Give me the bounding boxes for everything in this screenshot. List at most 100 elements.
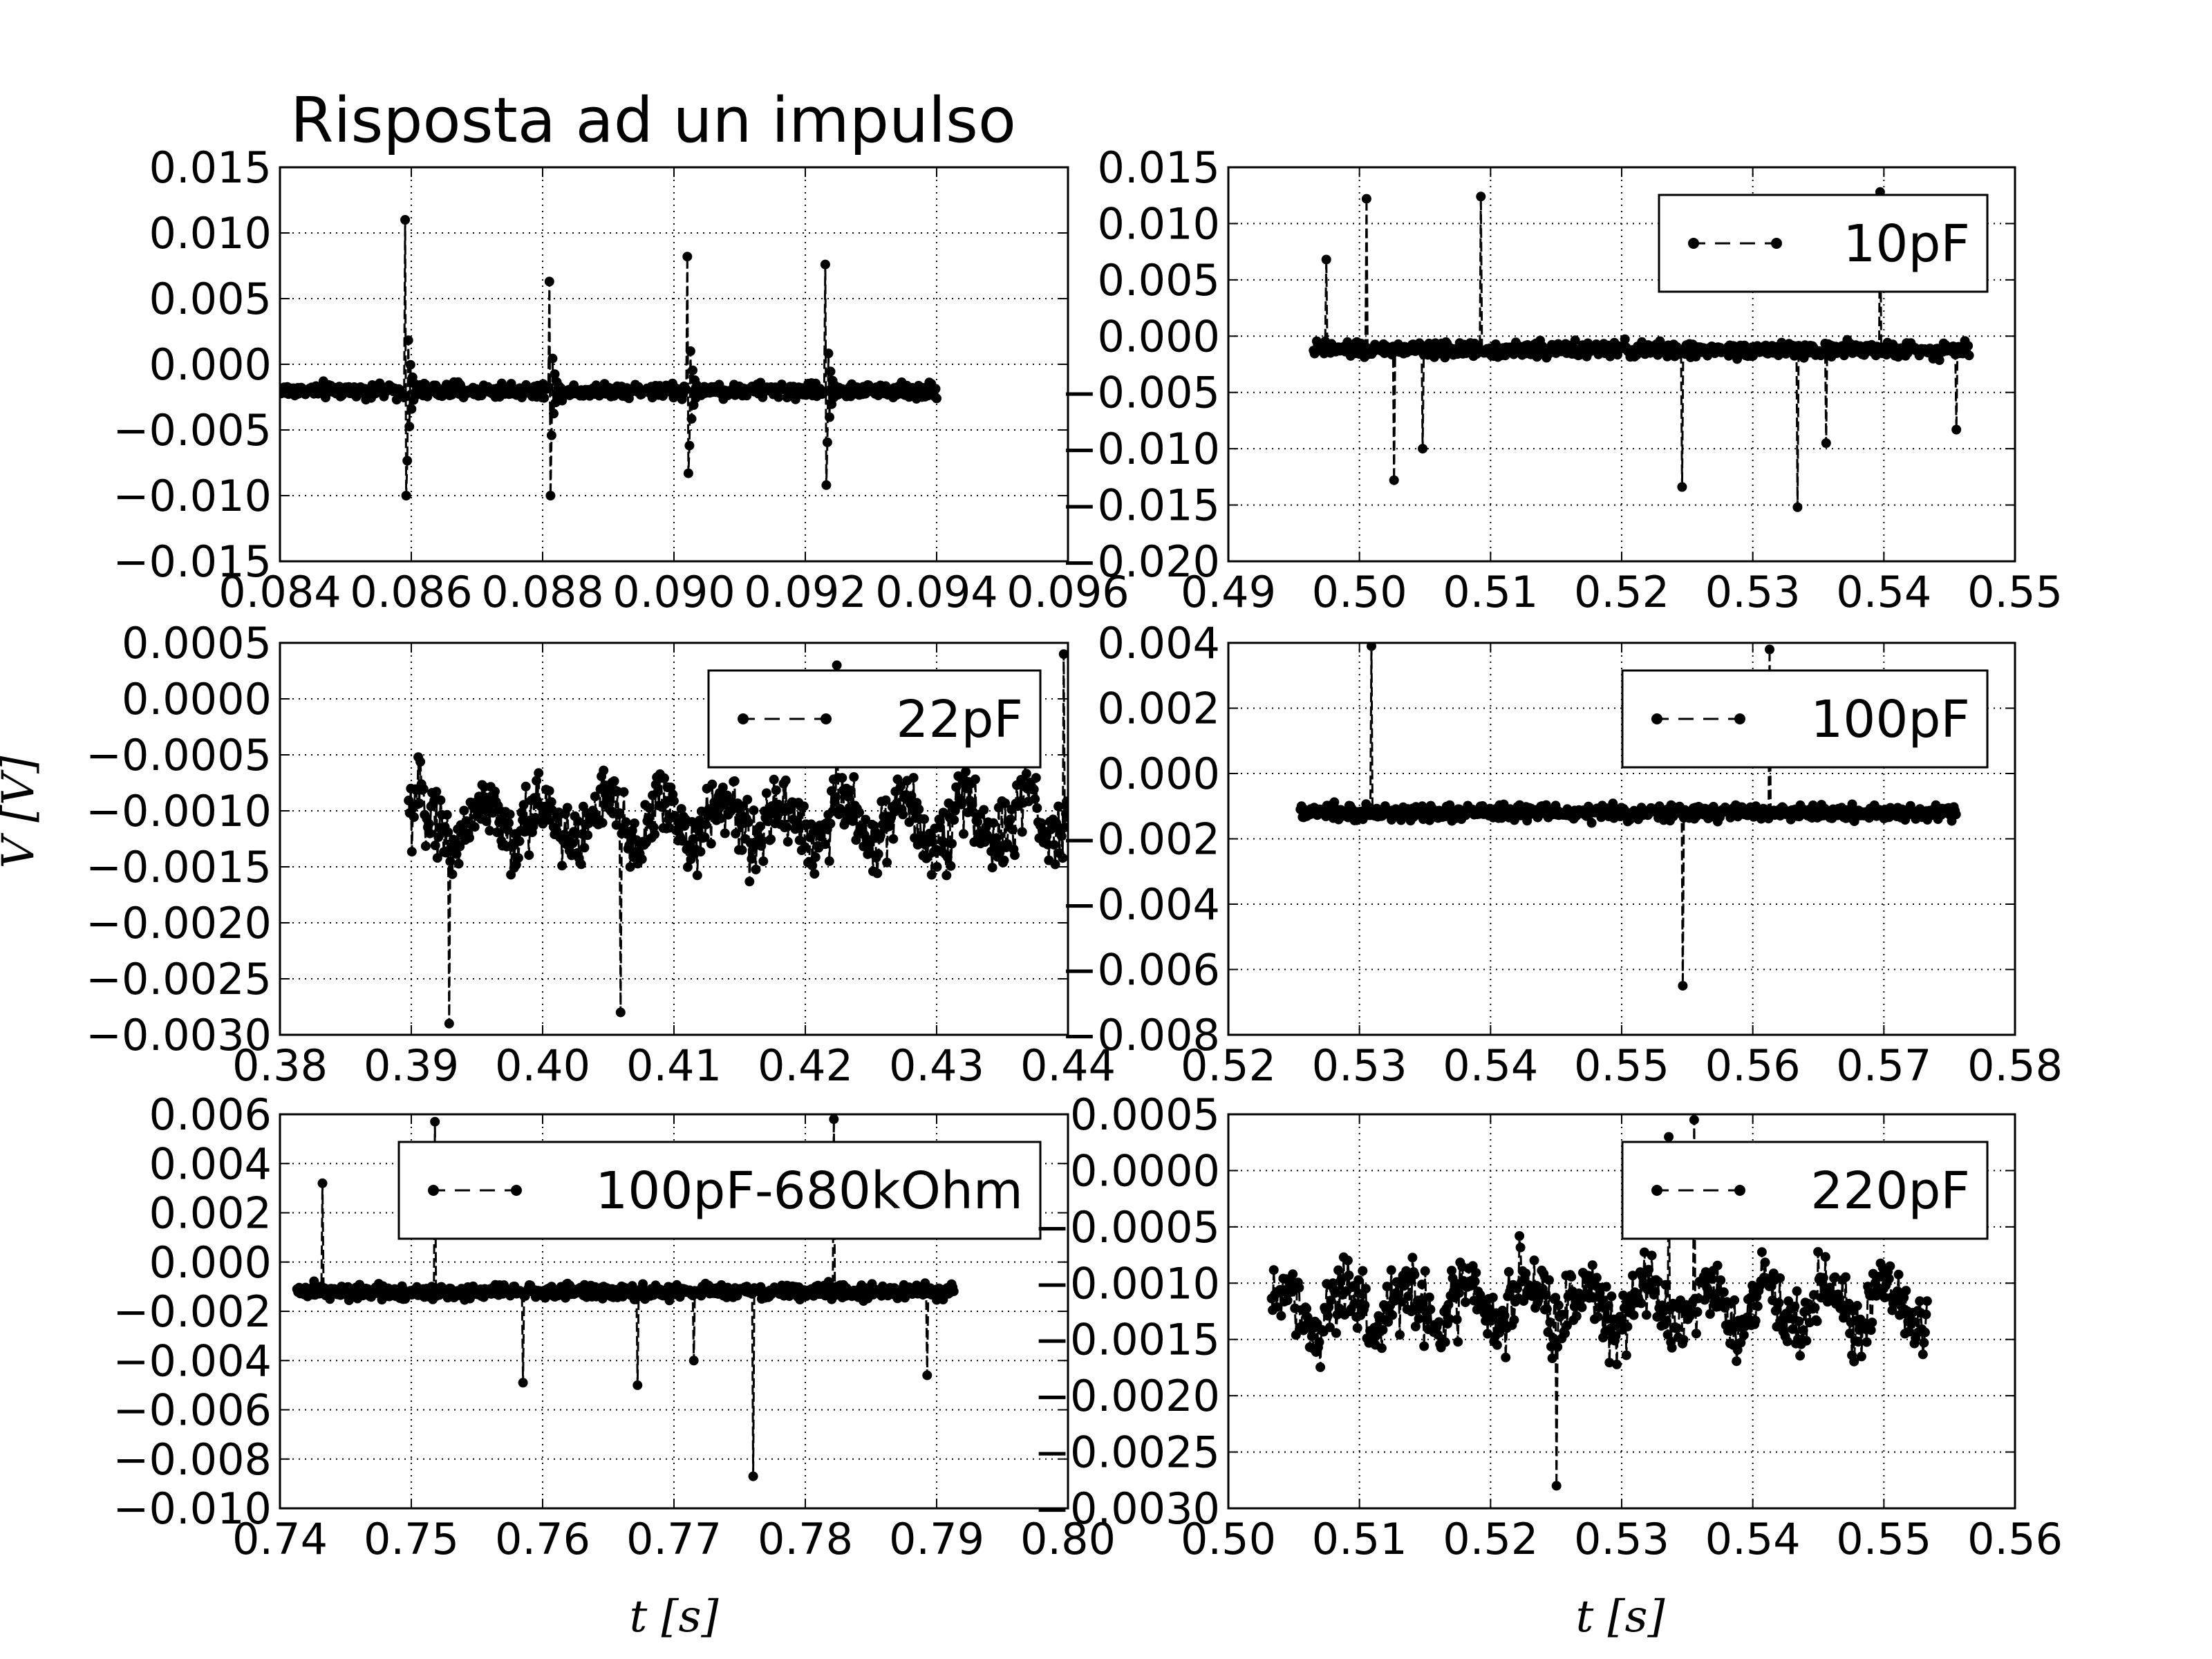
data-point: [1342, 1255, 1353, 1266]
data-point: [922, 852, 932, 863]
data-point: [744, 877, 755, 887]
data-point: [549, 409, 559, 419]
axes-frame: [1227, 1113, 2016, 1510]
data-point: [1002, 838, 1013, 849]
data-point: [1521, 1268, 1531, 1279]
data-point: [1577, 1302, 1587, 1313]
data-point: [748, 1471, 758, 1481]
data-point: [825, 366, 836, 377]
data-point: [1360, 1284, 1371, 1294]
data-point: [1029, 784, 1039, 794]
data-point: [819, 387, 830, 397]
data-point: [1689, 1115, 1699, 1125]
y-tick-label: −0.004: [1062, 879, 1220, 930]
data-point: [729, 776, 740, 786]
data-point: [513, 853, 523, 863]
data-point: [1553, 1342, 1563, 1352]
data-point: [1058, 853, 1068, 863]
data-point: [1017, 827, 1027, 837]
x-tick-label: 0.094: [875, 567, 998, 617]
data-point: [599, 765, 609, 776]
data-point: [1007, 825, 1018, 835]
data-point: [1005, 814, 1015, 825]
data-point: [1545, 1317, 1555, 1327]
data-point: [1622, 1322, 1633, 1332]
data-point: [686, 413, 697, 424]
data-point: [506, 379, 516, 389]
data-point: [1326, 1295, 1336, 1306]
data-point: [1440, 1337, 1450, 1347]
data-point: [1660, 1280, 1671, 1290]
y-tick-label: −0.002: [113, 1286, 272, 1337]
data-point: [947, 838, 957, 849]
data-point: [1550, 1293, 1561, 1303]
data-point: [1738, 1330, 1749, 1340]
data-point: [409, 812, 419, 822]
data-point: [1420, 1266, 1430, 1276]
data-point: [1700, 1295, 1710, 1305]
data-point: [632, 1380, 643, 1390]
legend: 100pF-680kOhm: [397, 1141, 1042, 1240]
data-point: [1662, 1329, 1673, 1340]
data-point: [836, 806, 846, 816]
data-point: [637, 854, 647, 864]
data-point: [747, 845, 758, 855]
data-point: [453, 859, 464, 869]
data-point: [481, 816, 491, 827]
data-point: [1050, 859, 1060, 870]
data-point: [615, 808, 625, 818]
axes-frame: [279, 1113, 1069, 1510]
data-point: [1344, 1271, 1354, 1280]
data-point: [1010, 850, 1020, 861]
data-point: [1361, 194, 1371, 204]
data-point: [627, 825, 637, 836]
data-point: [695, 847, 706, 857]
data-point: [919, 814, 929, 824]
data-point: [701, 819, 711, 830]
data-point: [988, 818, 999, 828]
data-point: [823, 1277, 834, 1287]
data-point: [1349, 1299, 1360, 1309]
data-point: [546, 430, 556, 440]
axes-frame: [279, 166, 1069, 563]
data-point: [1063, 812, 1068, 823]
data-point: [1845, 1329, 1855, 1338]
data-point: [1692, 1307, 1703, 1317]
y-tick-label: 0.010: [1098, 198, 1221, 249]
data-point: [1782, 1336, 1792, 1347]
y-tick-label: 0.000: [1098, 311, 1221, 362]
data-point: [1499, 1311, 1510, 1321]
data-point: [1783, 1296, 1794, 1306]
legend-marker: [428, 1185, 439, 1196]
data-point: [629, 818, 639, 828]
data-point: [872, 868, 883, 879]
data-point: [1418, 1298, 1428, 1309]
data-point: [949, 815, 959, 825]
data-point: [934, 814, 944, 825]
panel-3: 0.38 0.39 0.40 0.41 0.42 0.43 0.44 −0.0030 −0.00…: [86, 618, 1116, 1091]
data-point: [1557, 1309, 1568, 1320]
data-point: [1483, 1329, 1493, 1339]
data-point: [1918, 1349, 1928, 1360]
data-point: [1418, 444, 1428, 454]
data-point: [1862, 1337, 1872, 1347]
data-point: [568, 838, 578, 848]
y-tick-label: 0.010: [149, 208, 272, 259]
data-point: [1509, 1315, 1519, 1325]
data-point: [615, 1007, 626, 1018]
x-tick-label: 0.57: [1836, 1040, 1931, 1091]
data-point: [547, 353, 558, 364]
data-point: [810, 852, 821, 863]
x-tick-label: 0.38: [232, 1040, 328, 1091]
data-point: [518, 800, 529, 810]
data-point: [435, 795, 446, 805]
data-point: [1488, 1293, 1498, 1302]
data-point: [1915, 1296, 1925, 1306]
data-point: [782, 822, 792, 832]
data-point: [676, 804, 686, 814]
data-point: [821, 480, 832, 490]
data-point: [487, 807, 498, 818]
data-point: [987, 863, 997, 873]
data-point: [1810, 1302, 1820, 1313]
data-point: [865, 835, 876, 845]
